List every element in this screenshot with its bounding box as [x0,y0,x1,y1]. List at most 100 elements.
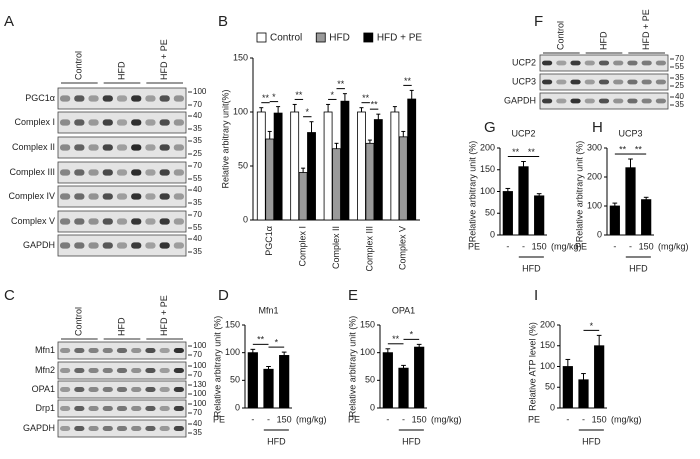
y-axis-label: Relative arbitrary unit(%) [220,89,230,188]
bar [279,355,290,409]
group-label: HFD [267,436,286,446]
blot-band [556,79,567,85]
blot-band [598,60,610,66]
row-label: PGC1α [25,93,55,103]
blot-band [102,405,113,412]
blot-band [102,95,113,102]
marker-label: 25 [675,81,684,90]
annotation: * [275,337,279,347]
blot-band [116,144,128,151]
blot-band [88,95,99,102]
x-tick-label: Complex II [331,226,341,269]
marker-label: 100 [193,341,207,350]
blot-band [116,386,128,393]
y-tick-label: 50 [545,382,555,392]
panel-letter: F [534,13,543,30]
blot-band [173,405,184,412]
bar [382,352,393,409]
blot-band [627,60,638,66]
bar [263,368,274,409]
blot-band [584,60,595,66]
bar [290,111,300,221]
blot-band [131,405,142,412]
blot-band [145,386,156,393]
y-tick-label: 0 [370,402,375,412]
blot-band [570,79,581,85]
x-tick-label: - [386,414,389,424]
annotation: ** [635,144,643,154]
legend-label: HFD + PE [377,33,423,44]
blot-band [173,144,184,151]
x-unit: (mg/kg) [296,414,327,424]
bar [340,100,350,221]
y-axis-label: Relative ATP level (%) [527,322,537,411]
blot-band [88,242,99,249]
blot-band [102,386,113,393]
y-tick-label: 100 [540,361,555,371]
marker-label: 55 [675,62,684,71]
blot-band [613,98,624,104]
bar [307,132,316,221]
blot-band [173,193,184,200]
blot-band [102,193,113,200]
blot-band [159,144,170,151]
x-prefix: PE [575,241,587,251]
bar [578,379,589,409]
annotation: * [272,92,276,102]
annotation: * [331,90,335,100]
blot-band [60,242,71,249]
blot-band [131,169,142,176]
annotation: ** [337,79,345,89]
blot-band [584,98,595,104]
x-prefix: PE [468,241,480,251]
blot-band [641,98,652,104]
annotation: * [590,321,594,331]
blot-band [116,119,128,126]
row-label: OPA1 [32,384,55,394]
marker-label: 130 [193,380,207,389]
annotation: ** [619,144,627,154]
blot-band [627,79,638,85]
bar [247,352,258,409]
row-label: GAPDH [504,95,536,105]
x-tick-label: - [566,414,569,424]
panel-letter: I [534,287,538,304]
y-tick-label: 150 [225,319,240,329]
x-tick-label: Complex I [297,226,307,267]
blot-band [173,242,184,249]
blot-band [116,193,128,200]
y-tick-label: 100 [225,347,240,357]
annotation: ** [392,334,400,344]
blot-band [131,193,142,200]
group-label: Control [74,51,84,80]
blot-band [613,60,624,66]
group-label: HFD [522,263,541,273]
annotation: ** [257,335,265,345]
blot-band [131,347,142,354]
blot-band [88,169,99,176]
blot-band [145,119,156,126]
bar [265,138,275,221]
marker-label: 35 [675,100,684,109]
row-label: GAPDH [23,240,55,250]
group-label: HFD + PE [641,9,651,50]
blot-band [556,98,567,104]
blot-band [60,144,71,151]
y-tick-label: 150 [233,52,248,62]
y-tick-label: 100 [480,186,495,196]
x-tick-label: - [251,414,254,424]
blot-band [74,144,85,151]
y-axis-label: Relative arbitrary unit (%) [574,141,584,243]
y-tick-label: 0 [243,214,248,224]
marker-label: 55 [193,174,202,183]
blot-band [116,405,128,412]
chart-title: Mfn1 [258,305,278,315]
blot-band [159,367,170,374]
bar [398,367,409,409]
marker-label: 70 [193,161,202,170]
blot-band [60,95,71,102]
x-tick-label: - [402,414,405,424]
blot-band [131,386,142,393]
group-label: Control [74,307,84,336]
chart-title: UCP2 [511,128,535,138]
